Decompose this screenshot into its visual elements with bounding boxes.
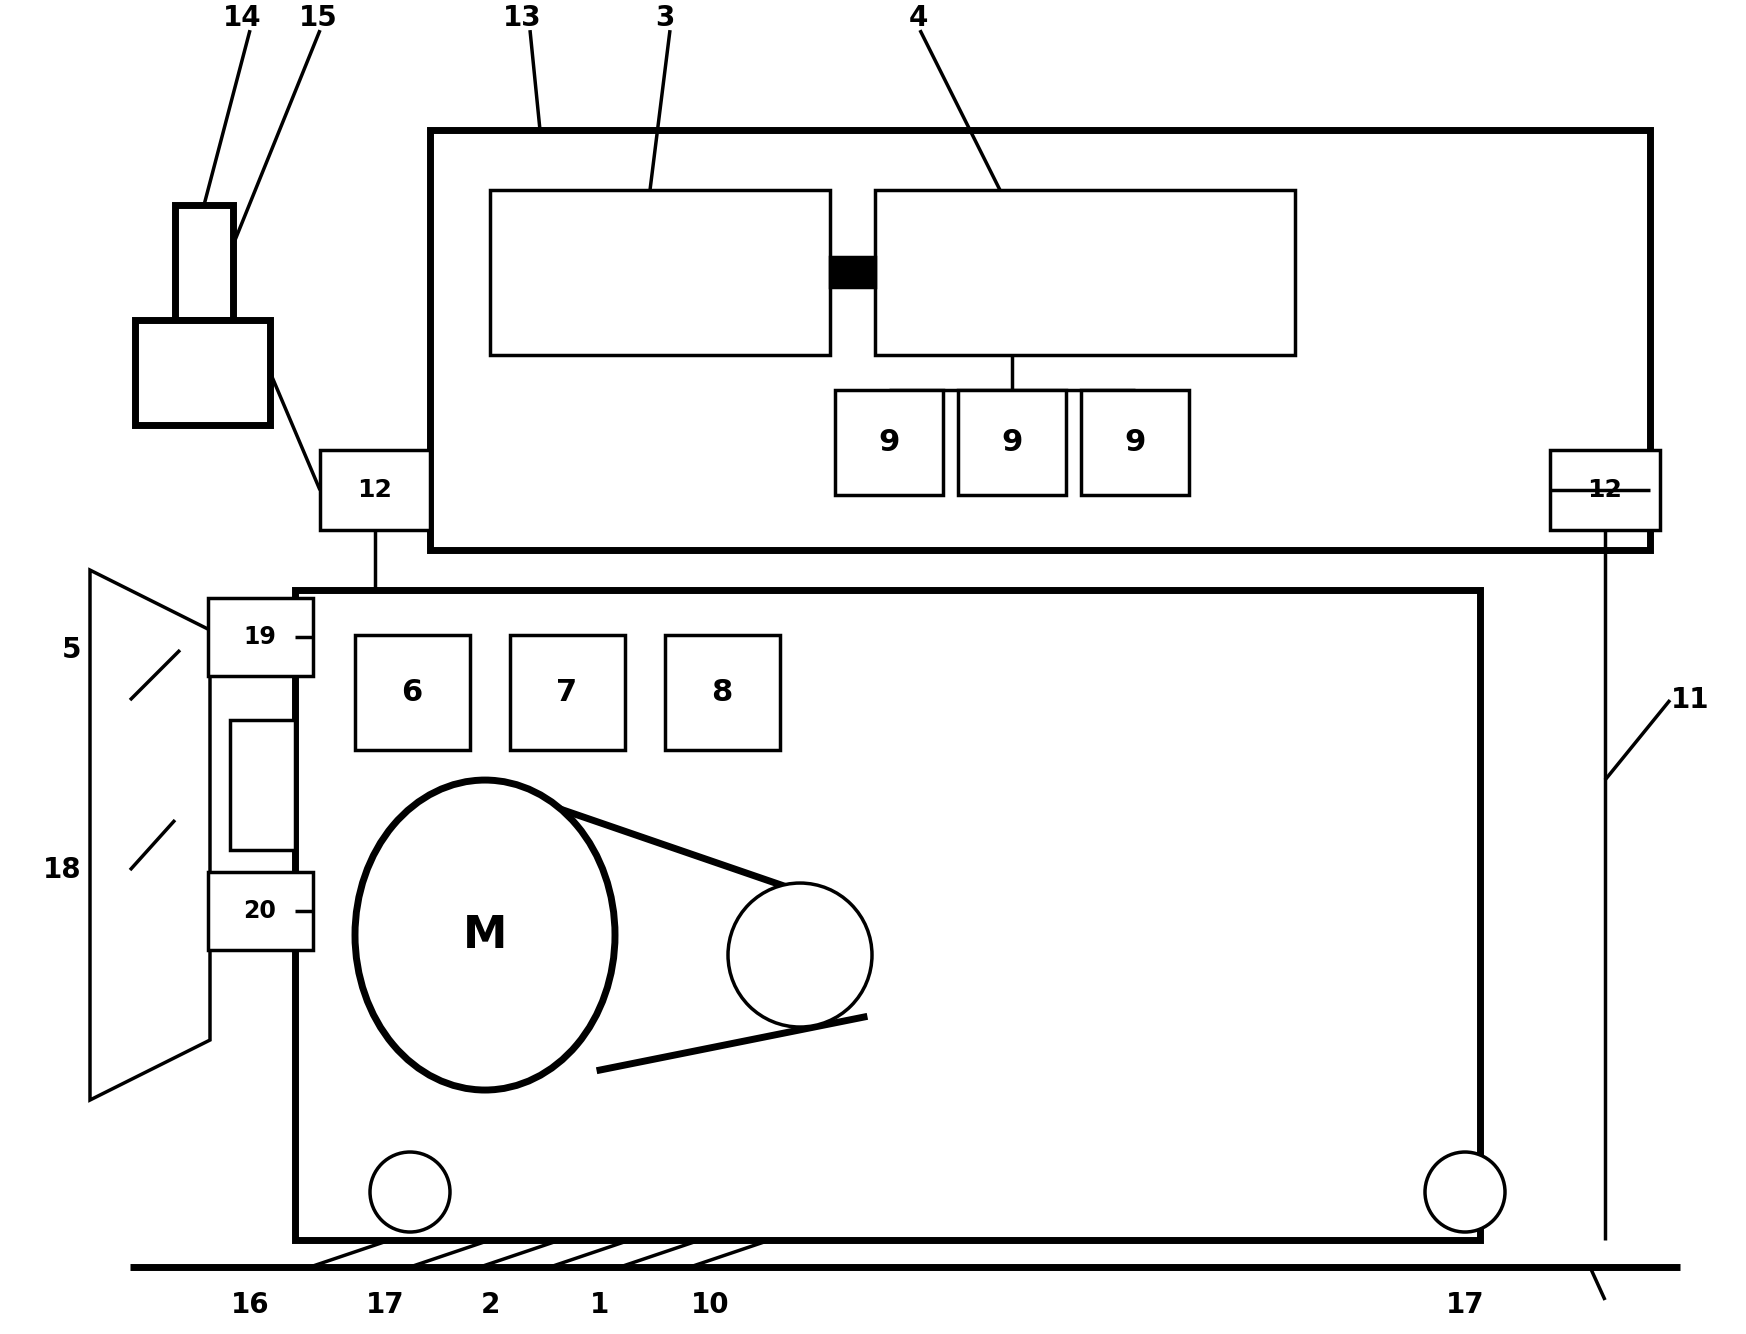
- Text: 19: 19: [243, 626, 276, 650]
- Bar: [959, 390, 1067, 495]
- Text: M: M: [463, 914, 506, 956]
- Bar: [295, 590, 1481, 1241]
- Text: 12: 12: [1587, 478, 1622, 502]
- Text: 10: 10: [691, 1291, 730, 1319]
- Ellipse shape: [354, 780, 615, 1090]
- Text: 2: 2: [480, 1291, 499, 1319]
- Bar: [175, 205, 232, 320]
- Text: 12: 12: [358, 478, 393, 502]
- Bar: [510, 635, 625, 750]
- Text: 11: 11: [1671, 686, 1709, 714]
- Text: 16: 16: [230, 1291, 269, 1319]
- Bar: [230, 720, 295, 850]
- Circle shape: [728, 883, 871, 1027]
- Bar: [320, 450, 430, 530]
- Bar: [208, 598, 313, 676]
- Bar: [208, 872, 313, 950]
- Bar: [1550, 450, 1660, 530]
- Text: 14: 14: [223, 4, 262, 32]
- Text: 17: 17: [1446, 1291, 1484, 1319]
- Text: 9: 9: [1124, 428, 1145, 456]
- Text: 20: 20: [243, 899, 276, 923]
- Text: 15: 15: [299, 4, 337, 32]
- Bar: [1081, 390, 1189, 495]
- Bar: [491, 191, 829, 355]
- Text: 9: 9: [878, 428, 899, 456]
- Bar: [829, 257, 875, 287]
- Text: 3: 3: [655, 4, 674, 32]
- Text: 13: 13: [503, 4, 541, 32]
- Text: 9: 9: [1000, 428, 1023, 456]
- Bar: [354, 635, 470, 750]
- Circle shape: [1425, 1153, 1505, 1233]
- Text: 7: 7: [557, 678, 578, 707]
- Polygon shape: [91, 570, 210, 1101]
- Bar: [134, 320, 271, 426]
- Text: 4: 4: [908, 4, 927, 32]
- Bar: [875, 191, 1296, 355]
- Text: 8: 8: [711, 678, 733, 707]
- Bar: [835, 390, 943, 495]
- Bar: [430, 131, 1650, 550]
- Circle shape: [370, 1153, 450, 1233]
- Bar: [665, 635, 780, 750]
- Text: 18: 18: [42, 856, 82, 884]
- Text: 1: 1: [590, 1291, 609, 1319]
- Text: 6: 6: [402, 678, 423, 707]
- Text: 17: 17: [365, 1291, 405, 1319]
- Text: 5: 5: [63, 636, 82, 664]
